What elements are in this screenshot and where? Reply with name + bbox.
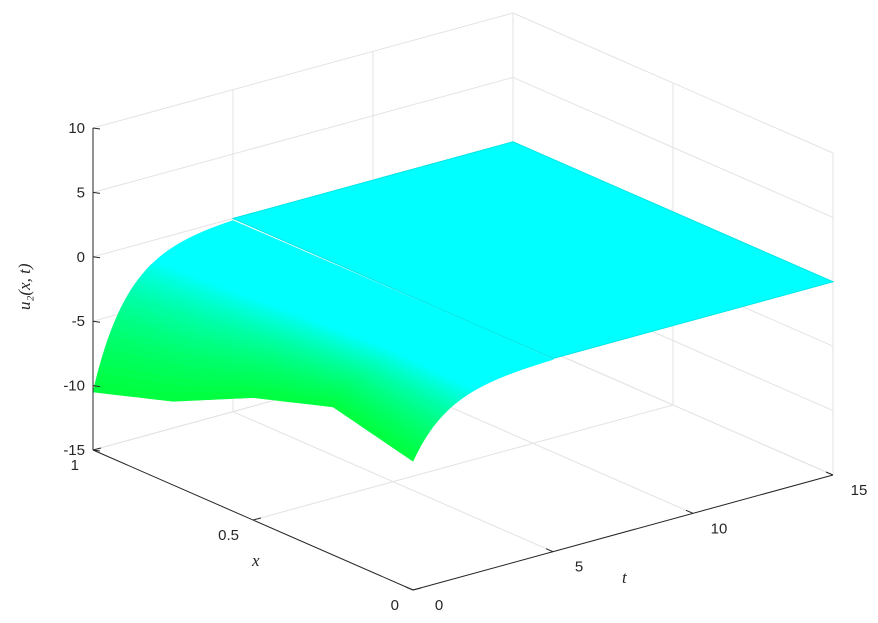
surface-patch bbox=[159, 391, 176, 402]
x-tick-mark bbox=[252, 517, 262, 521]
x-axis-label: x bbox=[251, 551, 260, 570]
surface-patch bbox=[145, 389, 163, 401]
surface-patch bbox=[243, 381, 261, 388]
z-tick-label: -10 bbox=[63, 378, 85, 395]
surface-patch bbox=[219, 374, 237, 382]
t-tick-mark bbox=[405, 586, 414, 591]
z-tick-mark bbox=[92, 127, 101, 130]
x-tick-label: 0 bbox=[391, 597, 399, 614]
surface-patch bbox=[232, 375, 250, 383]
z-axis-label: u₂(x, t) bbox=[15, 263, 34, 310]
t-tick-mark bbox=[685, 509, 694, 514]
x-tick-mark bbox=[412, 587, 422, 591]
surface-patch bbox=[174, 385, 192, 394]
z-tick-mark bbox=[92, 256, 101, 259]
t-axis-line bbox=[412, 474, 834, 591]
surface-patch bbox=[190, 379, 208, 387]
t-tick-label: 5 bbox=[575, 559, 583, 576]
z-tick-mark bbox=[92, 191, 101, 194]
surface bbox=[92, 141, 835, 462]
surface-steady-region bbox=[231, 141, 835, 359]
surface-patch bbox=[92, 381, 110, 394]
z-tick-mark bbox=[92, 385, 101, 388]
surface-patch bbox=[192, 372, 210, 381]
surface-patch bbox=[201, 385, 219, 394]
x-tick-label: 0.5 bbox=[218, 527, 239, 544]
z-tick-labels: -15 -10 -5 0 5 10 bbox=[63, 120, 85, 459]
z-tick-label: 10 bbox=[68, 120, 85, 137]
t-tick-label: 0 bbox=[435, 597, 443, 614]
x-tick-labels: 00.51 bbox=[71, 457, 399, 614]
z-tick-label: 5 bbox=[77, 184, 85, 201]
surface-patch bbox=[206, 373, 223, 381]
x-grid-floor bbox=[252, 404, 674, 521]
surface-patch bbox=[399, 446, 416, 462]
axes-lines bbox=[92, 127, 834, 591]
z-tick-mark bbox=[92, 320, 101, 323]
z-tick-label: 0 bbox=[77, 249, 85, 266]
x-tick-label: 1 bbox=[71, 457, 79, 474]
z-tick-label: -15 bbox=[63, 442, 85, 459]
surface-patch bbox=[230, 380, 248, 388]
t-tick-mark bbox=[825, 471, 834, 476]
t-tick-label: 15 bbox=[851, 482, 868, 499]
surface-patch bbox=[105, 383, 123, 396]
surface-patch bbox=[179, 371, 197, 380]
t-tick-mark bbox=[545, 548, 554, 553]
surface-patch bbox=[246, 376, 263, 383]
t-tick-label: 10 bbox=[711, 520, 728, 537]
surface-patch bbox=[119, 385, 136, 397]
surface-patch bbox=[203, 379, 221, 387]
surface-patch bbox=[217, 380, 234, 388]
t-tick-labels: 0 5 10 15 bbox=[435, 482, 868, 614]
x-tick-mark bbox=[92, 447, 102, 451]
z-grid-back-wall bbox=[92, 76, 514, 193]
t-axis-label: t bbox=[622, 568, 628, 587]
surface-patch bbox=[177, 378, 194, 387]
z-tick-label: -5 bbox=[72, 313, 85, 330]
z-grid-back-wall bbox=[92, 12, 514, 129]
surface-patch bbox=[132, 387, 150, 399]
surface-patch bbox=[188, 385, 205, 394]
